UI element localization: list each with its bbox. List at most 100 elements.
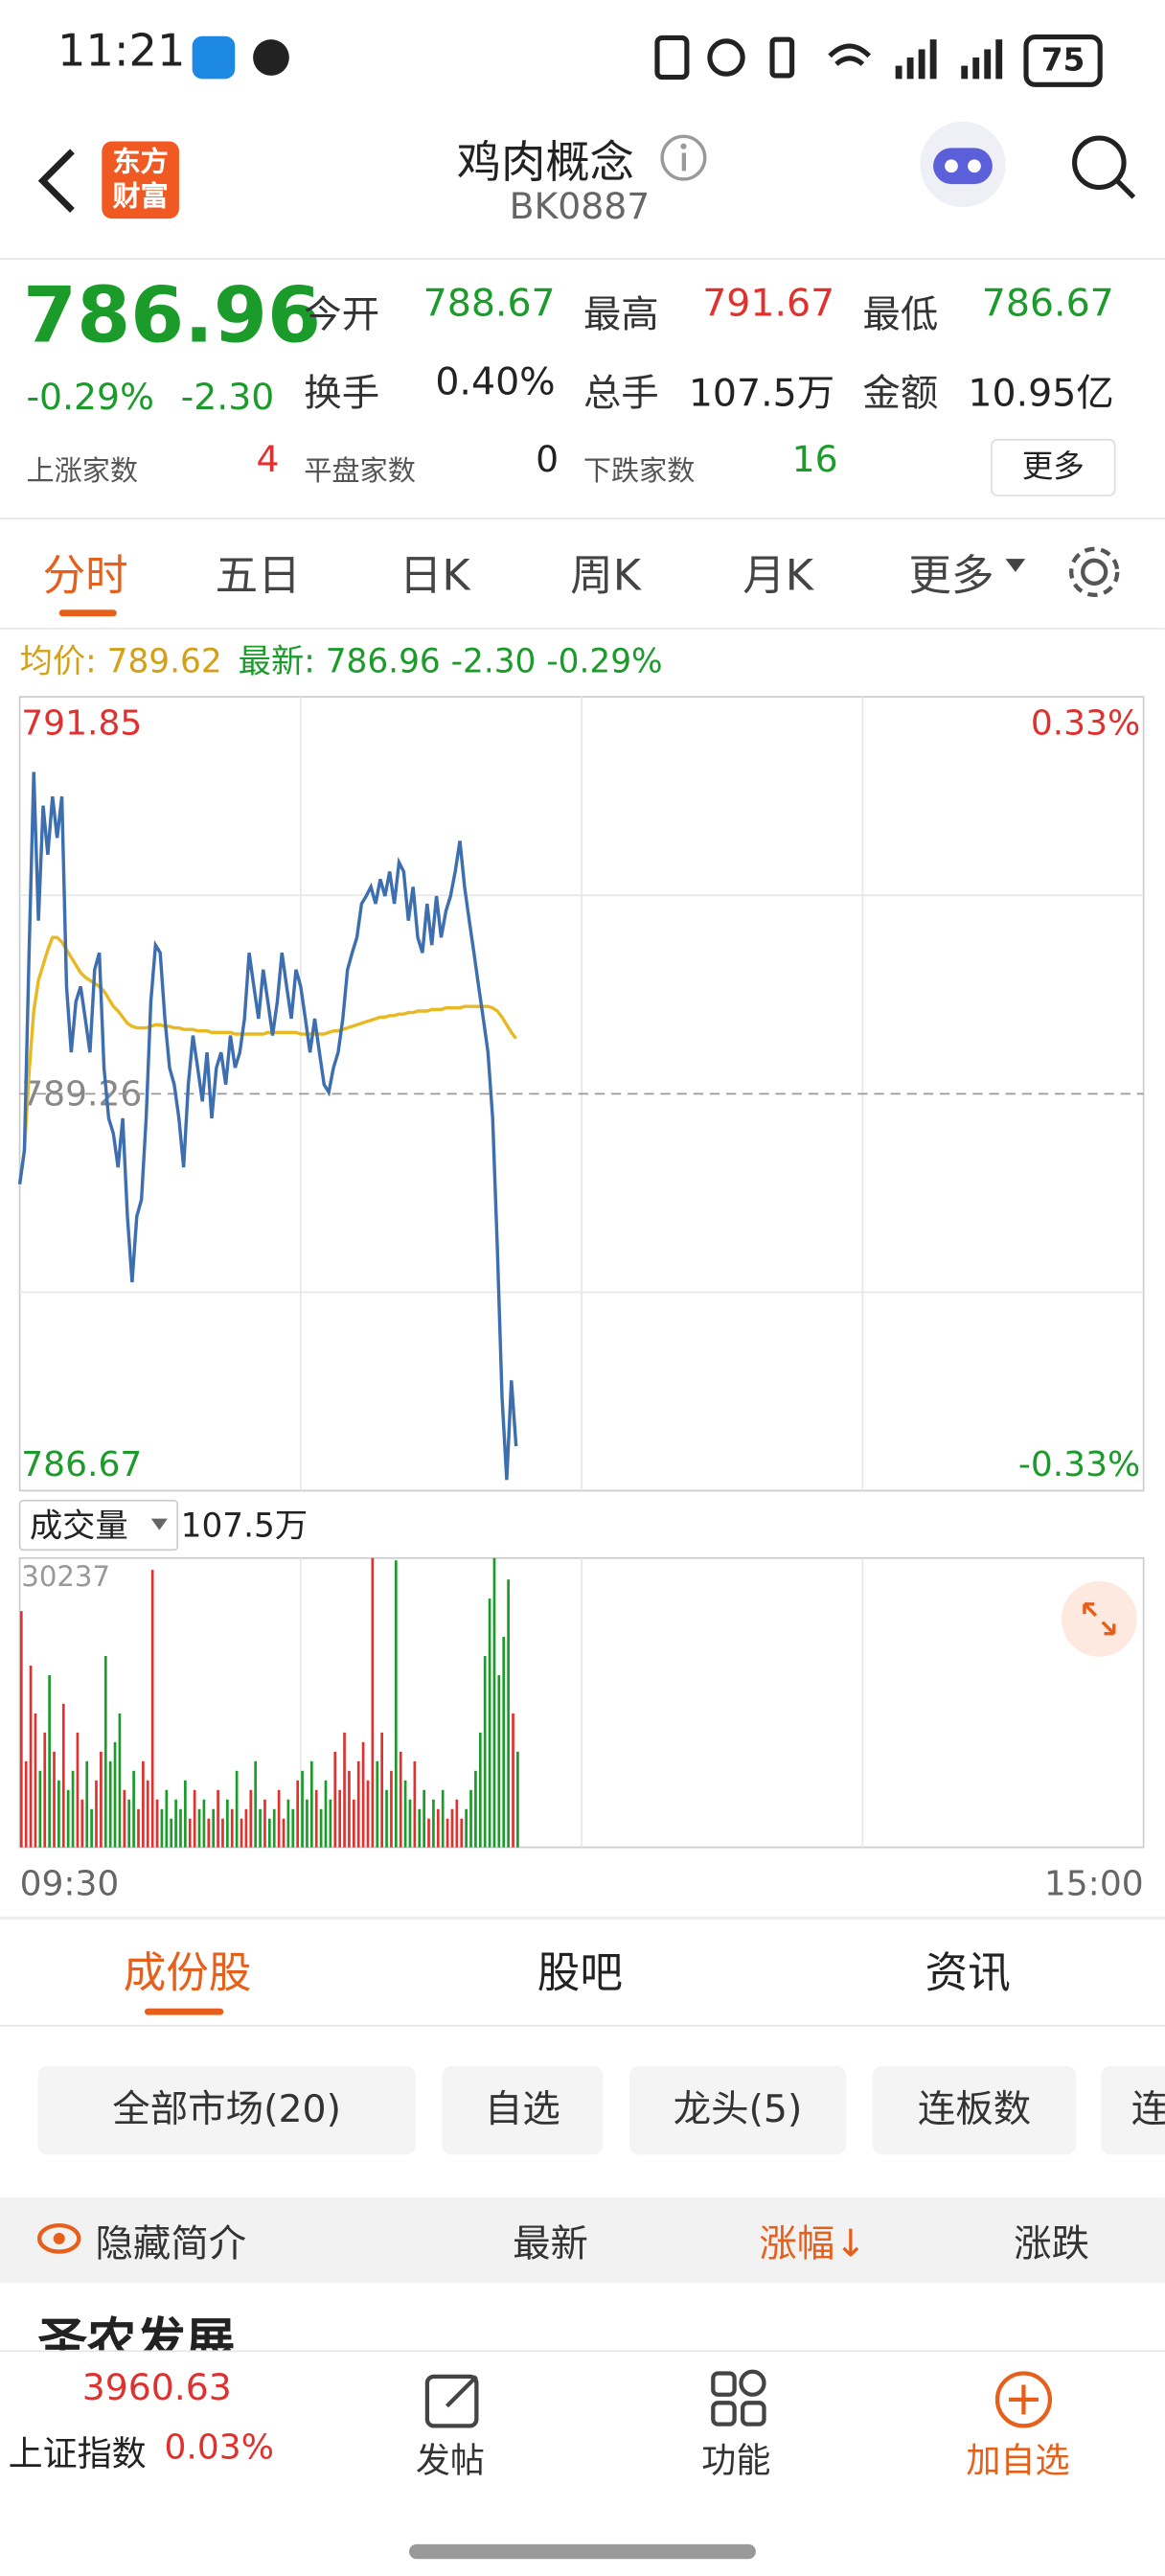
- status-time: 11:21: [57, 26, 186, 78]
- chart-tab[interactable]: 分时: [42, 552, 128, 602]
- volume-bar: [403, 1780, 407, 1848]
- breadth-label: 平盘家数: [304, 455, 416, 489]
- volume-bar: [272, 1808, 276, 1848]
- robot-avatar[interactable]: [917, 118, 1009, 210]
- chart-tab[interactable]: 日K: [399, 552, 470, 602]
- chart-tab[interactable]: 周K: [570, 552, 641, 602]
- volume-bar: [483, 1656, 487, 1848]
- add-icon[interactable]: [991, 2367, 1057, 2433]
- eye-icon[interactable]: [36, 2220, 82, 2257]
- filter-chip[interactable]: 连板数: [872, 2065, 1077, 2155]
- chart-tab[interactable]: 五日: [215, 552, 301, 602]
- filter-chip[interactable]: 连: [1101, 2065, 1165, 2155]
- volume-bar: [356, 1760, 360, 1848]
- stat-value: 791.67: [702, 282, 835, 326]
- expand-icon: [1083, 1602, 1116, 1636]
- change-pct: -0.29%: [26, 378, 154, 420]
- expand-button[interactable]: [1061, 1580, 1137, 1657]
- column-header[interactable]: 隐藏简介: [95, 2223, 247, 2266]
- volume-bar: [314, 1789, 318, 1848]
- volume-bar: [338, 1789, 342, 1848]
- stat-value: 788.67: [423, 282, 556, 326]
- volume-bar: [259, 1808, 262, 1848]
- nav-item[interactable]: 发帖: [415, 2440, 485, 2480]
- volume-bar: [184, 1780, 187, 1848]
- stat-value: 786.67: [981, 282, 1114, 326]
- volume-bar: [423, 1789, 425, 1848]
- volume-bar: [469, 1789, 472, 1848]
- volume-bar: [29, 1665, 33, 1848]
- latest-label: 最新: 786.96 -2.30 -0.29%: [239, 642, 663, 680]
- column-header[interactable]: 最新: [513, 2223, 588, 2266]
- volume-bar: [445, 1818, 449, 1848]
- volume-bar: [306, 1799, 308, 1848]
- column-header[interactable]: 涨跌: [1014, 2223, 1090, 2266]
- section-tab[interactable]: 成份股: [123, 1948, 252, 1999]
- volume-bar: [352, 1799, 355, 1848]
- y2-tick-label: -0.33%: [1018, 1445, 1140, 1484]
- filter-chip[interactable]: 全部市场(20): [37, 2065, 416, 2155]
- column-header[interactable]: 涨幅↓: [759, 2223, 867, 2266]
- function-icon[interactable]: [706, 2367, 772, 2433]
- volume-bar: [174, 1799, 177, 1848]
- volume-bar: [146, 1780, 149, 1848]
- stat-label: 总手: [582, 373, 659, 416]
- nav-item[interactable]: 加自选: [966, 2440, 1070, 2480]
- info-icon[interactable]: [657, 131, 710, 184]
- volume-bar: [123, 1789, 126, 1848]
- divider: [0, 2024, 1165, 2027]
- settings-icon[interactable]: [1064, 542, 1124, 602]
- volume-bar: [268, 1818, 271, 1848]
- x-tick-label: 15:00: [1044, 1864, 1144, 1903]
- volume-bar: [291, 1808, 295, 1848]
- divider: [0, 518, 1165, 519]
- index-name: 上证指数: [8, 2433, 147, 2474]
- volume-tick-label: 30237: [21, 1560, 110, 1593]
- volume-bar: [512, 1713, 514, 1848]
- volume-bar: [221, 1818, 224, 1848]
- volume-bar: [502, 1637, 506, 1848]
- tab-underline: [58, 610, 117, 617]
- volume-bar: [296, 1780, 300, 1848]
- filter-chip[interactable]: 自选: [442, 2065, 604, 2155]
- volume-bar: [301, 1770, 304, 1848]
- section-tab[interactable]: 股吧: [537, 1948, 624, 1999]
- volume-bar: [85, 1760, 89, 1848]
- volume-bar: [455, 1799, 459, 1848]
- post-icon[interactable]: [421, 2367, 487, 2433]
- volume-bar: [48, 1674, 51, 1848]
- chart-tab[interactable]: 更多: [908, 552, 994, 602]
- volume-bar: [113, 1741, 117, 1848]
- stat-label: 换手: [304, 373, 380, 416]
- search-icon[interactable]: [1068, 131, 1140, 203]
- volume-bar: [71, 1770, 75, 1848]
- y-tick-label: 791.85: [21, 704, 142, 744]
- bottom-bar: [0, 2350, 1165, 2576]
- table-header: [0, 2196, 1165, 2284]
- section-tab[interactable]: 资讯: [925, 1948, 1011, 1999]
- chart-tab[interactable]: 月K: [742, 552, 814, 602]
- filter-chip[interactable]: 龙头(5): [628, 2065, 847, 2155]
- volume-bar: [450, 1808, 454, 1848]
- change: -2.30: [180, 378, 275, 420]
- volume-bar: [90, 1808, 93, 1848]
- volume-selector: [18, 1499, 179, 1552]
- volume-bar: [394, 1560, 398, 1848]
- volume-bar: [217, 1789, 219, 1848]
- breadth-value: 0: [536, 440, 560, 482]
- home-indicator: [409, 2543, 756, 2560]
- divider: [0, 258, 1165, 260]
- volume-bar: [188, 1818, 192, 1848]
- volume-label: 成交量: [30, 1507, 128, 1546]
- more-button[interactable]: 更多: [991, 438, 1116, 496]
- volume-bar: [361, 1741, 365, 1848]
- section-underline: [144, 2008, 224, 2015]
- volume-bar: [249, 1789, 253, 1848]
- volume-bar: [399, 1751, 402, 1848]
- back-button[interactable]: [33, 145, 81, 217]
- stat-value: 0.40%: [435, 361, 556, 404]
- nav-item[interactable]: 功能: [701, 2440, 771, 2480]
- index-value: 3960.63: [81, 2368, 232, 2410]
